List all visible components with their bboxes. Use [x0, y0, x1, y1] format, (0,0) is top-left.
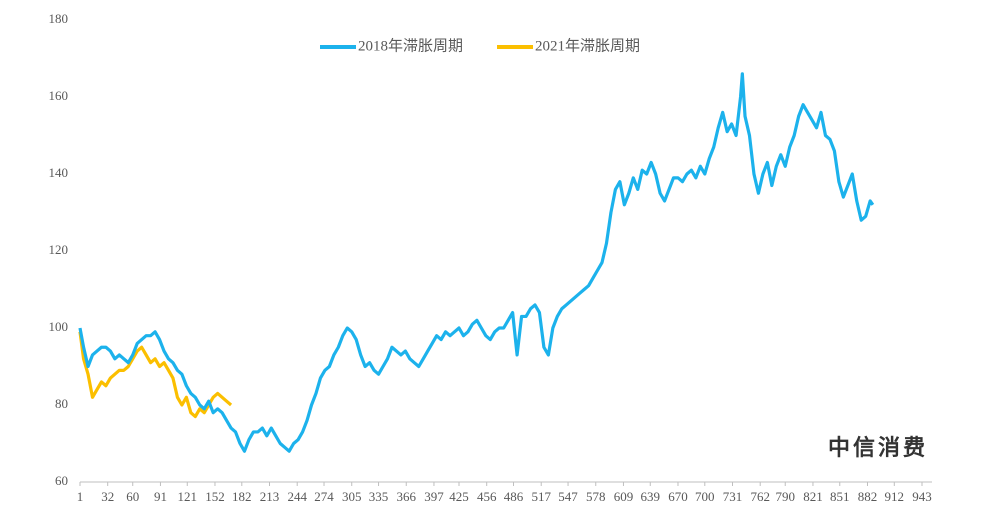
x-tick-label: 700: [695, 489, 715, 504]
x-tick-label: 60: [126, 489, 139, 504]
y-tick-label: 140: [49, 165, 69, 180]
x-tick-label: 578: [586, 489, 606, 504]
x-tick-label: 547: [558, 489, 578, 504]
x-tick-label: 244: [287, 489, 307, 504]
y-tick-label: 180: [49, 11, 69, 26]
x-tick-label: 182: [232, 489, 252, 504]
x-tick-label: 213: [260, 489, 280, 504]
x-tick-label: 91: [154, 489, 167, 504]
x-tick-label: 335: [369, 489, 389, 504]
x-tick-label: 152: [205, 489, 225, 504]
x-tick-label: 517: [531, 489, 551, 504]
x-tick-label: 274: [314, 489, 334, 504]
x-tick-label: 609: [614, 489, 634, 504]
watermark: 中信消费: [828, 435, 928, 460]
x-tick-label: 425: [449, 489, 469, 504]
y-tick-label: 160: [49, 88, 69, 103]
x-tick-label: 397: [424, 489, 444, 504]
x-tick-label: 366: [397, 489, 417, 504]
legend-text: 2018年滞胀周期: [358, 37, 463, 54]
y-tick-label: 60: [55, 473, 68, 488]
y-tick-label: 80: [55, 396, 68, 411]
x-tick-label: 486: [504, 489, 524, 504]
x-tick-label: 912: [885, 489, 905, 504]
x-tick-label: 305: [342, 489, 362, 504]
x-tick-label: 790: [775, 489, 795, 504]
x-tick-label: 456: [477, 489, 497, 504]
series-line: [78, 72, 875, 453]
x-tick-label: 762: [750, 489, 770, 504]
series-line: [78, 331, 233, 419]
y-tick-label: 120: [49, 242, 69, 257]
x-tick-label: 821: [803, 489, 823, 504]
x-tick-label: 639: [641, 489, 661, 504]
x-tick-label: 943: [912, 489, 932, 504]
x-tick-label: 670: [668, 489, 688, 504]
legend-text: 2021年滞胀周期: [535, 37, 640, 54]
x-tick-label: 731: [723, 489, 743, 504]
x-tick-label: 1: [77, 489, 84, 504]
y-tick-label: 100: [49, 319, 69, 334]
x-tick-label: 882: [858, 489, 878, 504]
x-tick-label: 121: [178, 489, 198, 504]
x-tick-label: 32: [101, 489, 114, 504]
x-tick-label: 851: [830, 489, 850, 504]
